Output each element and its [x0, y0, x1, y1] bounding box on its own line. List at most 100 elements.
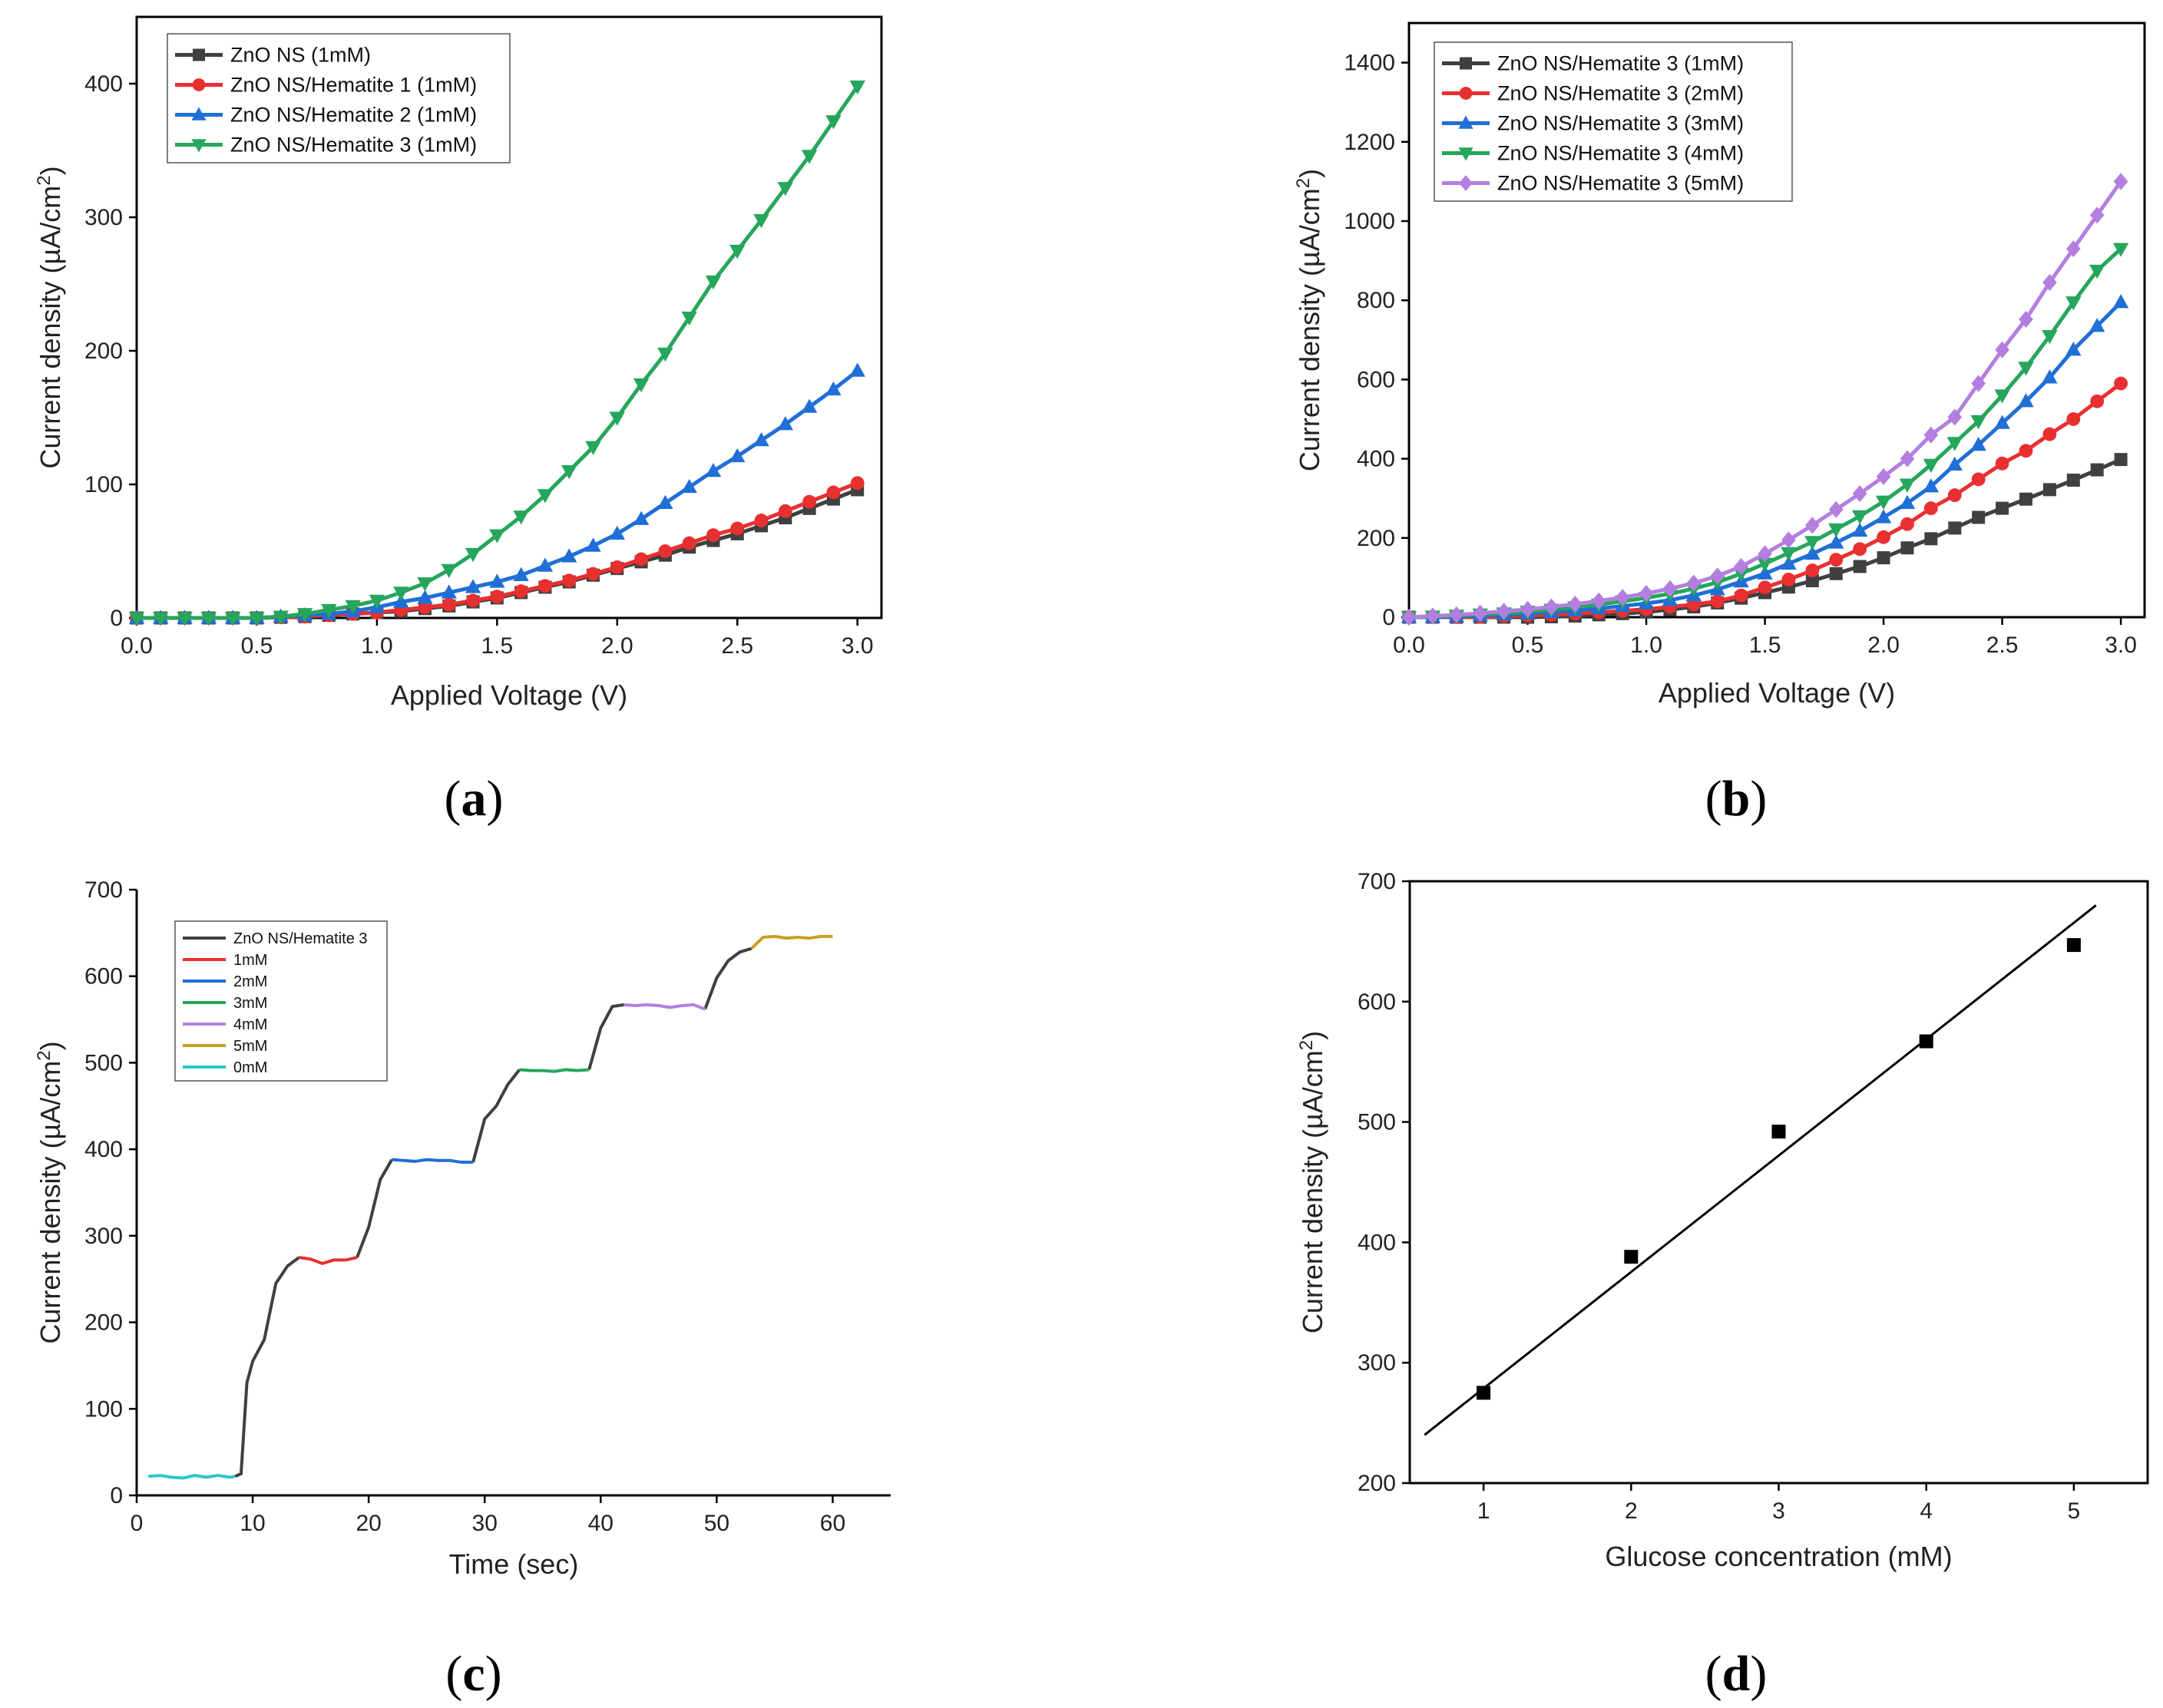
chart-panel-d: 1 2 3 4 5 200 300 400 500 600 700 Glucose concentra… — [1296, 869, 2149, 1572]
x-tick-label: 1.5 — [1749, 633, 1781, 658]
data-point — [705, 462, 722, 477]
data-point — [609, 525, 626, 540]
data-point — [849, 362, 865, 377]
data-point — [1567, 595, 1583, 613]
x-tick-label: 2.0 — [1867, 633, 1900, 658]
data-point — [562, 573, 577, 588]
y-tick-label: 300 — [84, 205, 123, 230]
data-point — [2019, 310, 2033, 329]
panel-label-d: (d) — [1705, 1646, 1768, 1702]
data-point — [1923, 478, 1940, 493]
data-point — [730, 521, 745, 536]
x-tick-label: 1.0 — [361, 633, 393, 659]
data-point — [1615, 589, 1630, 606]
data-point — [586, 567, 600, 581]
legend-box — [167, 33, 511, 164]
data-point — [1781, 531, 1796, 549]
data-point — [465, 579, 481, 593]
data-point — [681, 478, 697, 494]
data-point — [273, 610, 289, 625]
data-point — [1828, 501, 1844, 518]
y-tick-label: 600 — [1357, 367, 1395, 392]
data-point — [777, 182, 794, 197]
data-point — [441, 584, 457, 599]
data-point — [1710, 594, 1725, 609]
data-point — [610, 560, 624, 574]
data-point — [681, 311, 697, 326]
data-point — [753, 213, 769, 229]
data-point — [1401, 608, 1417, 626]
data-point — [1477, 1386, 1491, 1400]
x-tick-label: 0.0 — [1393, 633, 1425, 658]
data-point — [1734, 588, 1748, 603]
legend: ZnO NS (1mM) ZnO NS/Hematite 1 (1mM) ZnO N… — [167, 33, 511, 164]
data-point — [153, 612, 169, 626]
y-tick-label: 200 — [84, 1310, 123, 1336]
data-point — [658, 544, 673, 558]
data-point — [1971, 375, 1986, 392]
series-line-zno-ns-hematite-3 — [471, 1069, 521, 1163]
y-tick-label: 400 — [1358, 1230, 1396, 1255]
data-point — [2114, 453, 2128, 467]
data-point — [1946, 456, 1963, 471]
data-point — [1851, 522, 1868, 537]
data-point — [1781, 573, 1796, 586]
data-point — [177, 612, 193, 626]
data-point — [2042, 273, 2057, 292]
data-point — [1923, 458, 1940, 473]
data-point — [2066, 938, 2081, 953]
data-point — [490, 590, 504, 604]
legend-marker — [193, 48, 205, 61]
data-point — [537, 489, 554, 504]
x-tick-label: 3.0 — [2105, 633, 2137, 658]
legend-marker — [1460, 57, 1472, 70]
y-tick-label: 300 — [1358, 1350, 1396, 1376]
data-point — [2090, 463, 2104, 477]
data-point — [2019, 444, 2033, 458]
data-point — [1757, 557, 1773, 572]
y-axis-label: Current density (µA/cm2) — [34, 166, 67, 468]
data-point — [489, 573, 505, 588]
data-point — [561, 548, 577, 563]
data-point — [1919, 1034, 1933, 1049]
x-tick-label: 3 — [1772, 1498, 1785, 1524]
data-point — [2113, 173, 2128, 190]
y-tick-label: 100 — [84, 472, 123, 497]
data-point — [1473, 604, 1488, 622]
data-point — [705, 275, 722, 290]
data-point — [1781, 547, 1797, 562]
x-tick-label: 4 — [1920, 1498, 1933, 1524]
y-tick-label: 600 — [1358, 989, 1396, 1015]
data-point — [1946, 437, 1963, 451]
data-point — [1875, 509, 1892, 524]
data-point — [1971, 472, 1986, 487]
legend-entry-label: ZnO NS/Hematite 1 (1mM) — [230, 74, 477, 97]
data-point — [1639, 584, 1654, 603]
legend-marker — [1458, 115, 1473, 129]
data-point — [802, 494, 817, 509]
chart-panel-c: 0 10 20 30 40 50 600100200300400500600700Time … — [34, 877, 891, 1580]
legend-entry-label: ZnO NS/Hematite 3 (2mM) — [1497, 82, 1744, 105]
x-tick-label: 2.5 — [1986, 633, 2019, 658]
legend-entry-label: ZnO NS/Hematite 3 (1mM) — [230, 134, 477, 157]
series-line-0mm — [147, 1474, 236, 1480]
legend-marker — [192, 78, 206, 91]
data-point — [729, 448, 746, 463]
data-point — [1662, 580, 1678, 597]
data-point — [249, 612, 265, 626]
legend-entry-label: 3mM — [233, 995, 267, 1012]
legend-entry-label: 4mM — [233, 1016, 267, 1033]
x-tick-label: 0.0 — [121, 633, 153, 659]
x-tick-label: 0 — [131, 1511, 144, 1536]
x-tick-label: 2.0 — [601, 633, 633, 659]
data-point — [345, 600, 361, 614]
data-point — [778, 504, 792, 518]
data-point — [466, 593, 480, 608]
linear-fit-line — [1424, 904, 2097, 1436]
data-point — [753, 431, 769, 447]
y-axis-label: Current density (µA/cm2) — [1296, 1031, 1329, 1333]
x-tick-label: 1.5 — [481, 633, 513, 659]
series-line-zno-ns-hematite-3 — [356, 1158, 394, 1258]
data-point — [754, 514, 769, 527]
data-point — [682, 536, 696, 550]
